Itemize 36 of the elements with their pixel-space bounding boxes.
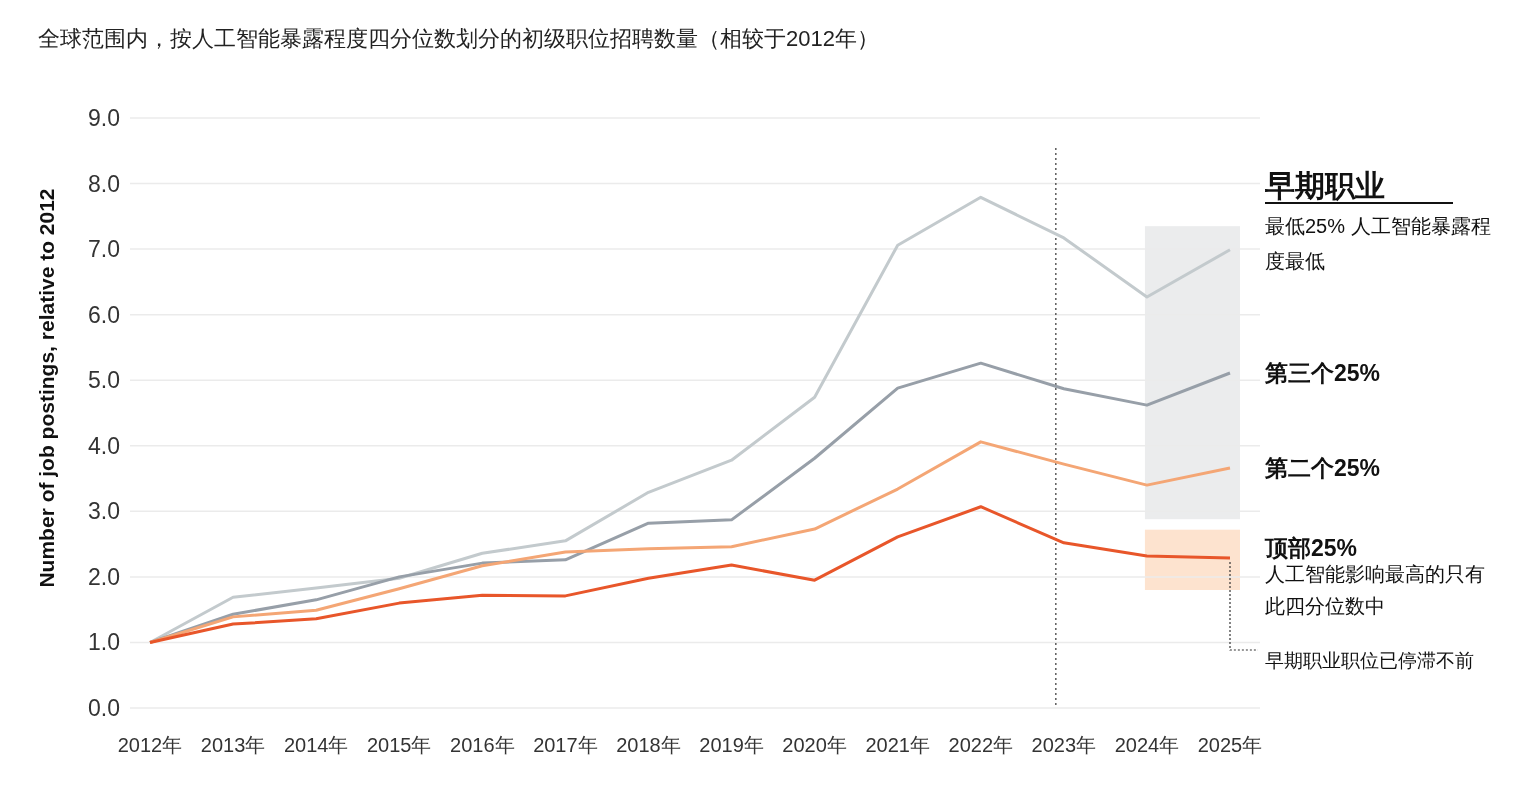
x-tick-label: 2021年 — [865, 734, 930, 756]
y-tick-label: 1.0 — [88, 629, 120, 656]
x-tick-label: 2024年 — [1114, 734, 1180, 756]
legend-title: 早期职业 — [1264, 169, 1385, 202]
x-tick-label: 2015年 — [366, 734, 432, 756]
y-tick-label: 4.0 — [88, 432, 120, 459]
y-tick-label: 0.0 — [88, 695, 120, 721]
x-tick-label: 2022年 — [948, 734, 1014, 756]
x-tick-label: 2020年 — [782, 734, 847, 756]
series-label: 顶部25% — [1264, 534, 1358, 561]
y-tick-label: 6.0 — [88, 301, 120, 328]
x-tick-label: 2016年 — [450, 734, 515, 756]
x-tick-label: 2025年 — [1197, 734, 1263, 756]
series-label: 最低25% 人工智能暴露程度最低 — [1265, 214, 1491, 272]
x-tick-label: 2012年 — [117, 734, 183, 756]
y-axis-title: Number of job postings, relative to 2012 — [35, 188, 58, 588]
x-tick-label: 2019年 — [699, 734, 764, 756]
y-tick-label: 5.0 — [88, 367, 120, 394]
x-tick-label: 2023年 — [1031, 734, 1097, 756]
x-tick-label: 2017年 — [533, 734, 598, 756]
y-tick-label: 3.0 — [88, 498, 120, 525]
annotation: 早期职业职位已停滞不前 — [1265, 650, 1474, 671]
y-tick-label: 2.0 — [88, 563, 120, 590]
x-tick-label: 2013年 — [200, 734, 266, 756]
x-tick-label: 2018年 — [616, 734, 681, 756]
y-tick-label: 8.0 — [88, 170, 120, 197]
line-series — [148, 505, 1232, 644]
y-tick-label: 7.0 — [88, 236, 120, 263]
series-label: 第二个25% — [1264, 455, 1381, 482]
text: 人工智能影响最高的只有此四分位数中 — [1265, 563, 1485, 617]
y-tick-label: 9.0 — [88, 105, 120, 131]
line-series — [148, 195, 1232, 644]
chart-title: 全球范围内，按人工智能暴露程度四分位数划分的初级职位招聘数量（相较于2012年） — [38, 26, 879, 51]
series-label: 第三个25% — [1264, 360, 1381, 387]
x-tick-label: 2014年 — [283, 734, 349, 756]
line-series — [148, 440, 1232, 644]
